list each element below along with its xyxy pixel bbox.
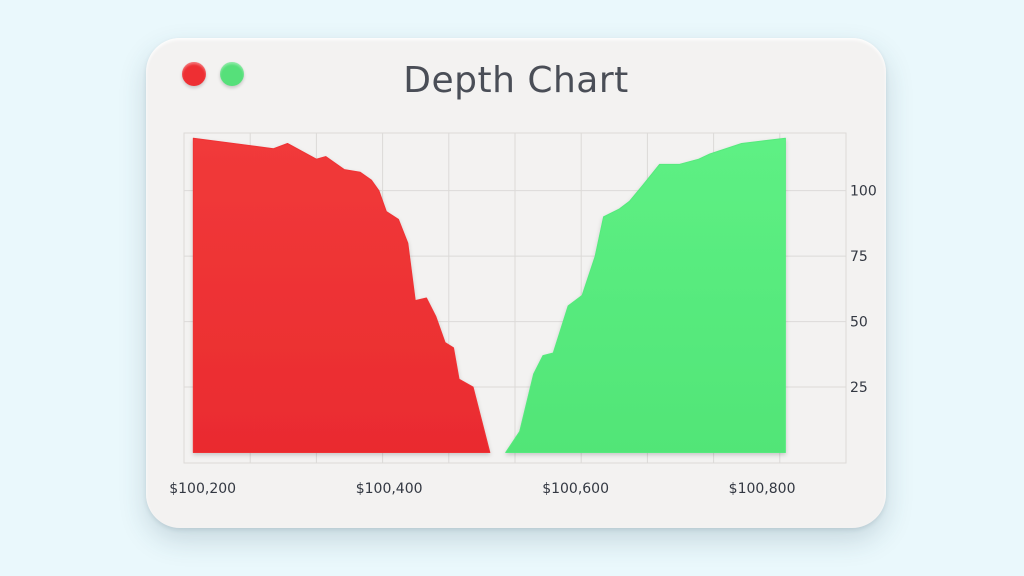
x-tick-label: $100,800 [729, 481, 796, 497]
y-tick-label: 25 [850, 380, 868, 396]
x-tick-label: $100,600 [542, 481, 609, 497]
maximize-window-icon[interactable] [220, 62, 244, 86]
close-window-icon[interactable] [182, 62, 206, 86]
depth-chart: $100,200 $100,400 $100,600 $100,800 25 50 75 1… [169, 132, 877, 497]
x-tick-label: $100,200 [169, 481, 236, 497]
y-axis: 25 50 75 100 [850, 184, 877, 396]
chart-areas [192, 137, 786, 454]
y-tick-label: 100 [850, 184, 877, 200]
y-tick-label: 75 [850, 249, 868, 265]
chart-window: Depth Chart $100,200 $100,400 $100,600 $100… [146, 38, 886, 528]
x-tick-label: $100,400 [356, 481, 423, 497]
y-tick-label: 50 [850, 315, 868, 331]
bid-depth-area [192, 137, 491, 454]
chart-title: Depth Chart [403, 60, 629, 101]
ask-depth-area [505, 137, 786, 454]
x-axis: $100,200 $100,400 $100,600 $100,800 [169, 481, 795, 497]
